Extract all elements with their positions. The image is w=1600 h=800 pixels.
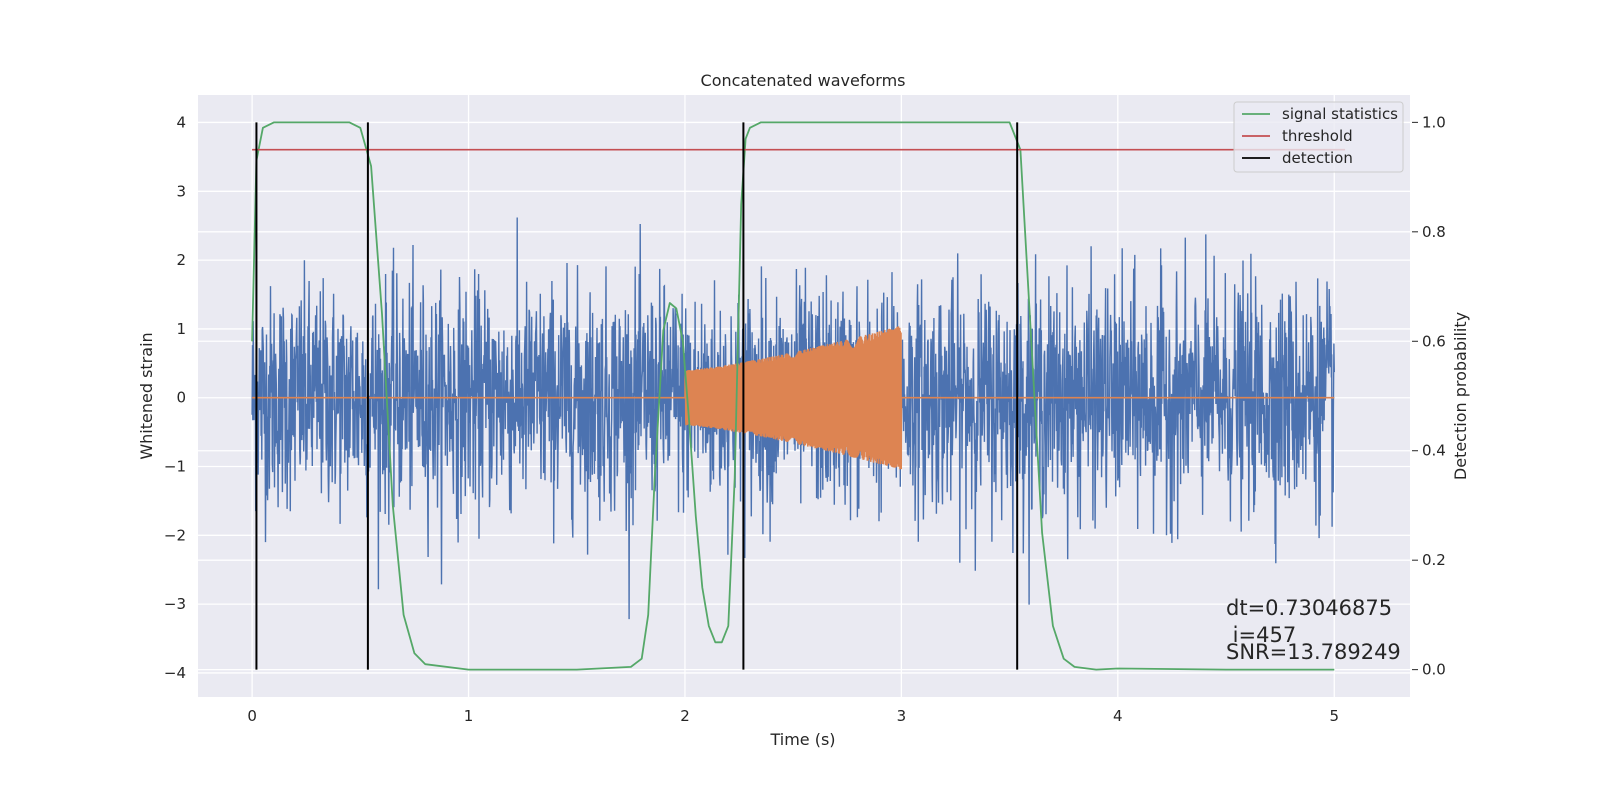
y-tick-label: 2 <box>176 251 186 269</box>
x-tick-label: 4 <box>1113 707 1123 725</box>
y-tick-label: −4 <box>164 664 186 682</box>
y-right-tick-label: 0.6 <box>1422 332 1446 350</box>
y-tick-label: −2 <box>164 526 186 544</box>
series-chirp-template <box>252 326 1335 470</box>
chart-title: Concatenated waveforms <box>701 71 906 90</box>
x-tick-label: 2 <box>680 707 690 725</box>
y-tick-label: −3 <box>164 595 186 613</box>
legend: signal statistics threshold detection <box>1233 101 1404 173</box>
annotations: dt=0.73046875 i=457 SNR=13.789249 <box>1226 596 1401 664</box>
x-axis-title: Time (s) <box>769 730 835 749</box>
annotation-dt: dt=0.73046875 <box>1226 596 1392 620</box>
x-tick-label: 1 <box>464 707 474 725</box>
annotation-snr: SNR=13.789249 <box>1226 640 1401 664</box>
x-tick-label: 0 <box>247 707 257 725</box>
y-right-tick-label: 1.0 <box>1422 113 1446 131</box>
legend-frame <box>1233 101 1404 173</box>
y-tick-label: 0 <box>176 389 186 407</box>
y-right-tick-label: 0.4 <box>1422 442 1446 460</box>
legend-label-threshold: threshold <box>1282 127 1353 145</box>
y-tick-label: −1 <box>164 458 186 476</box>
ticks: 0 1 2 3 4 5 −4 −3 −2 −1 0 1 2 3 4 0.0 0.2 0.4 0.6 0.8 1.0 <box>164 113 1446 725</box>
y-axis-right-title: Detection probability <box>1451 312 1470 480</box>
annotation-i: i=457 <box>1226 623 1296 647</box>
y-tick-label: 3 <box>176 182 186 200</box>
y-right-tick-label: 0.0 <box>1422 661 1446 679</box>
y-tick-label: 4 <box>176 114 186 132</box>
y-tick-label: 1 <box>176 320 186 338</box>
x-tick-label: 5 <box>1329 707 1339 725</box>
y-right-tick-label: 0.8 <box>1422 223 1446 241</box>
y-axis-title: Whitened strain <box>137 332 156 459</box>
x-tick-label: 3 <box>897 707 907 725</box>
legend-label-signal-statistics: signal statistics <box>1282 105 1398 123</box>
y-right-tick-label: 0.2 <box>1422 551 1446 569</box>
legend-label-detection: detection <box>1282 149 1353 167</box>
series-signal-statistics <box>251 121 1335 671</box>
series-layer <box>251 121 1346 671</box>
